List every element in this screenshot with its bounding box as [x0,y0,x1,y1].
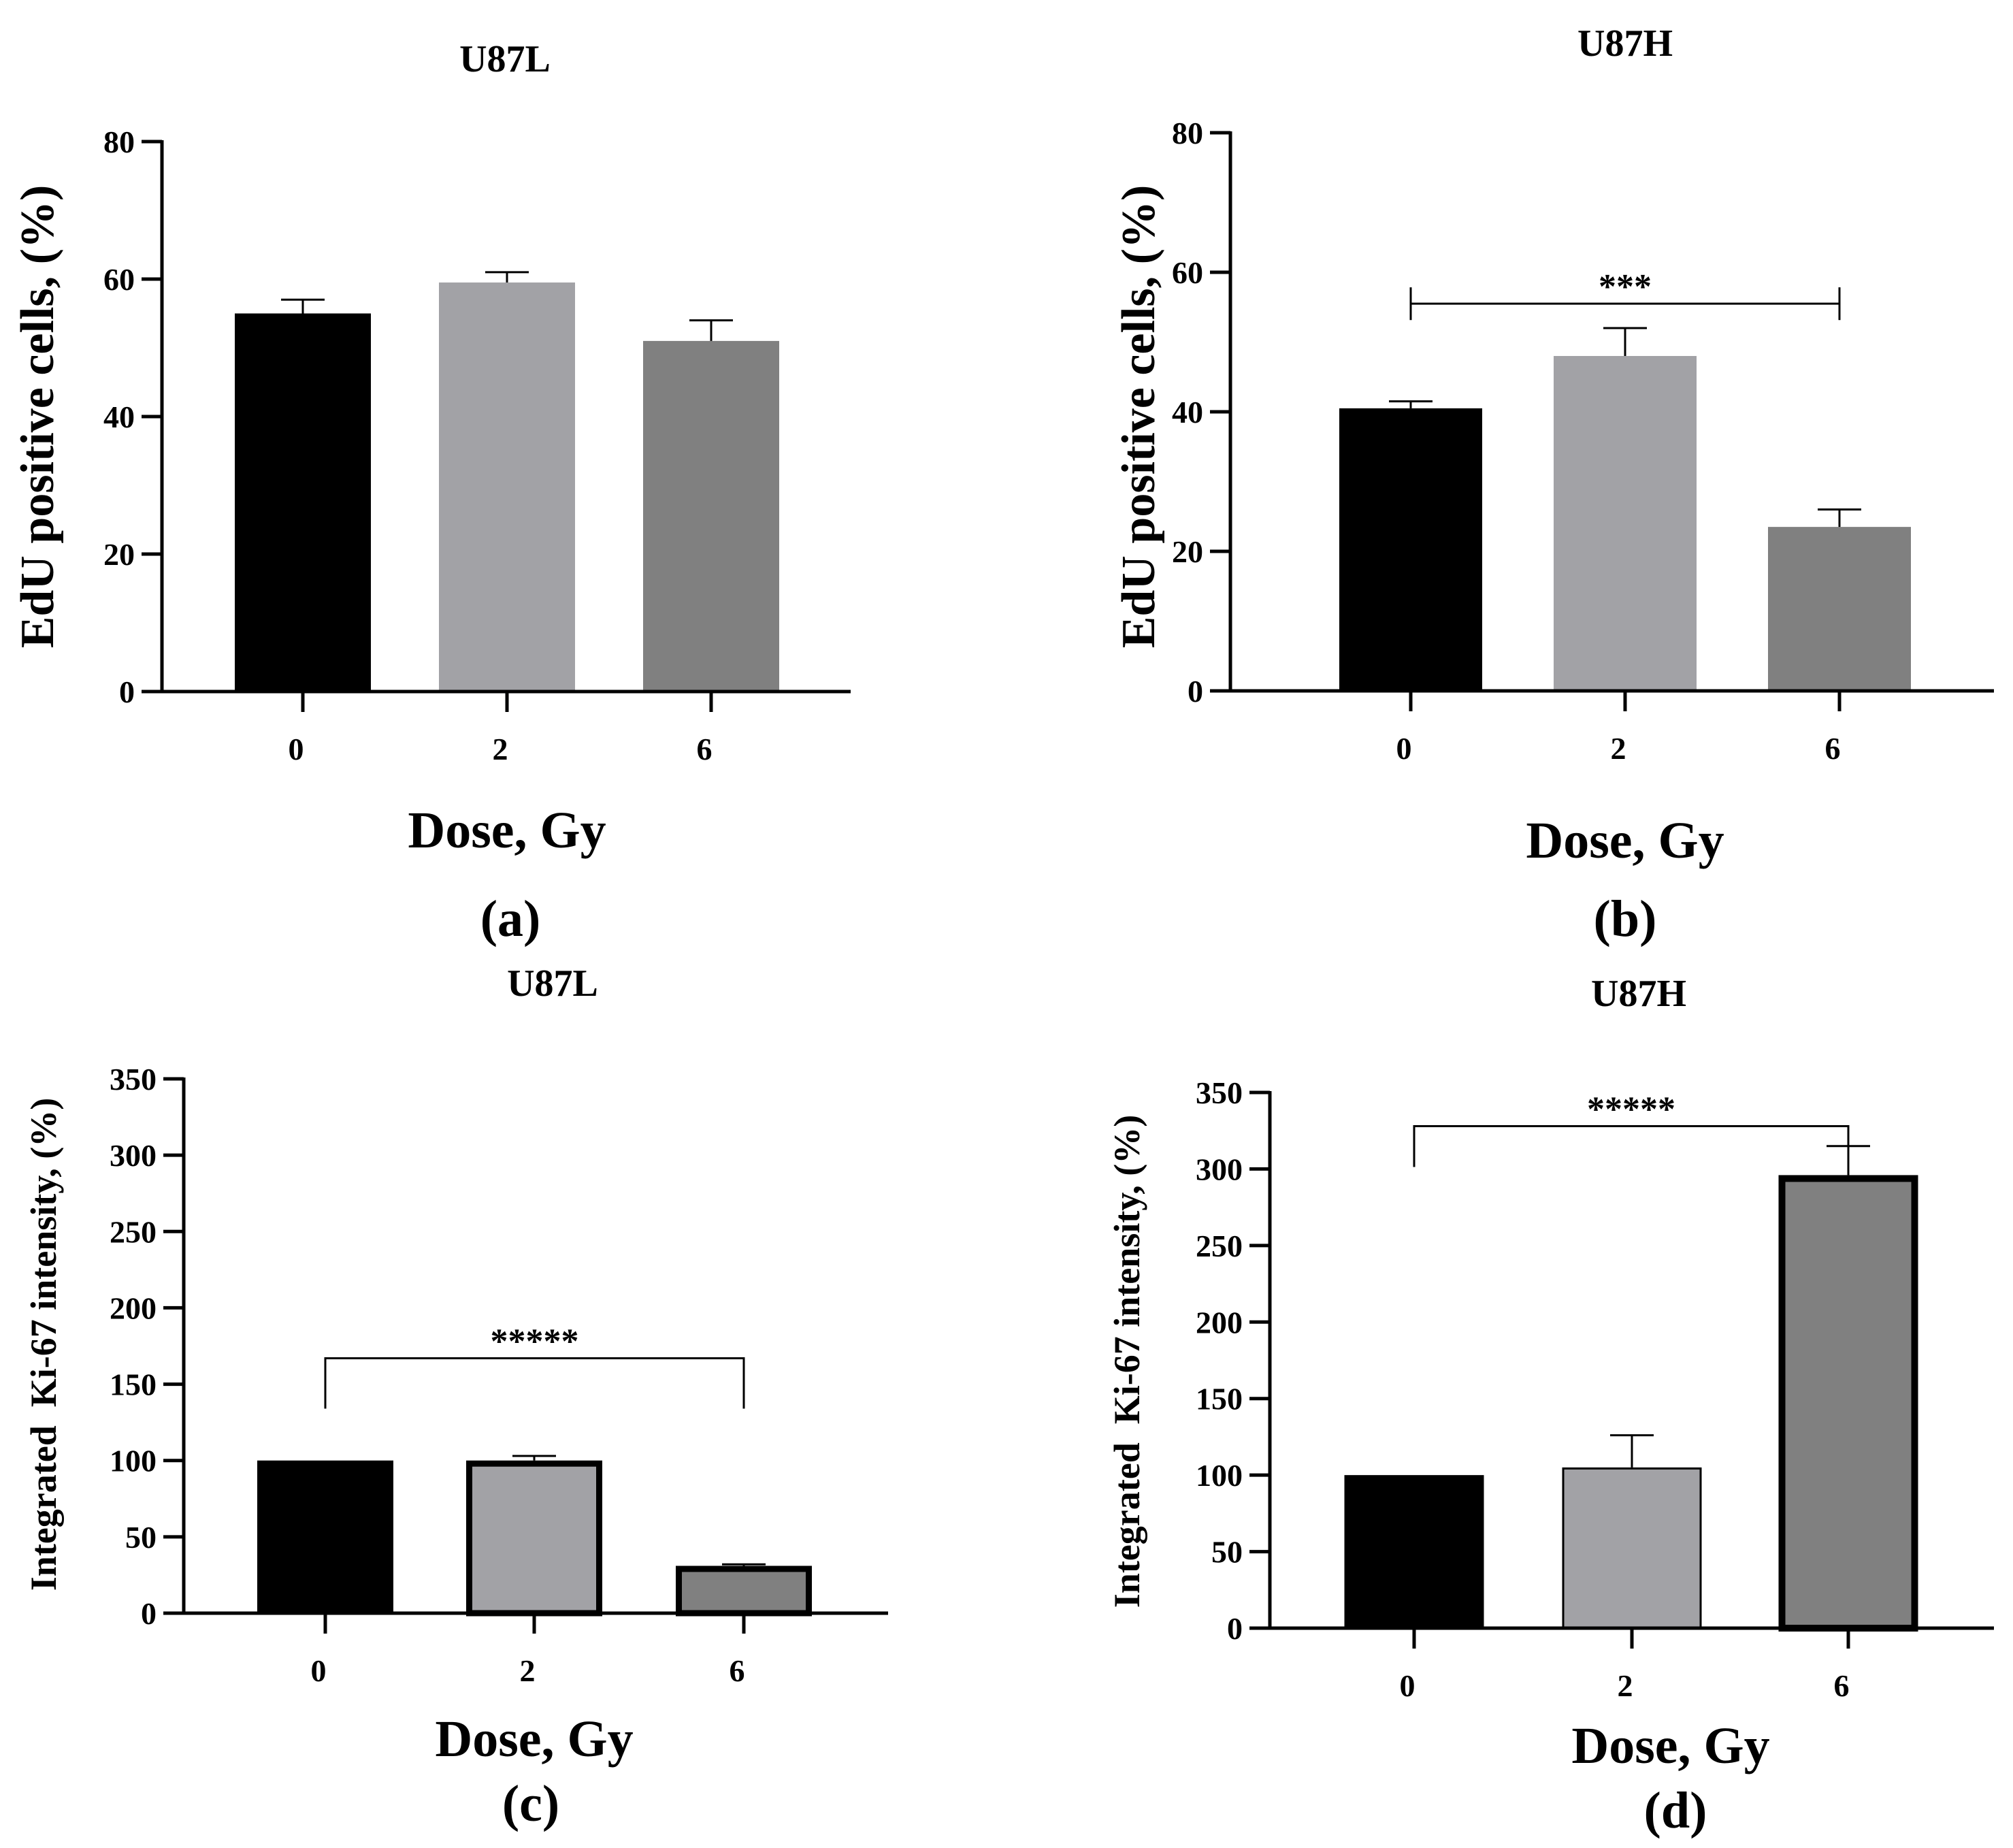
x-tick-label: 6 [697,732,713,766]
y-tick-label: 250 [110,1214,157,1249]
bar-dose-6 [1778,1175,1918,1632]
y-tick-label: 60 [103,262,135,297]
bar-dose-0 [1339,408,1482,691]
significance-bracket-ends [1409,287,1841,321]
bar-dose-6 [676,1566,812,1617]
x-tick-label: 0 [311,1653,327,1688]
x-tick-label: 0 [289,732,304,766]
chart-title: U87L [507,962,598,1005]
bar-dose-0 [235,313,371,692]
significance-label: *** [1599,268,1652,306]
y-tick-label: 50 [1211,1535,1243,1570]
significance-bracket [324,1357,745,1409]
significance-label: ***** [491,1322,579,1361]
panel-c: U87L Dose, Gy (c) Integrated Ki-67 intensit… [23,962,888,1832]
x-axis-label: Dose, Gy [1571,1717,1769,1774]
y-tick-label: 350 [110,1062,157,1097]
y-tick-label: 20 [1172,534,1203,569]
bar-dose-0 [1344,1475,1484,1628]
y-tick-label: 350 [1196,1075,1243,1110]
x-tick-label: 0 [1396,731,1412,766]
y-tick-label: 80 [1172,116,1203,150]
panel-label: (d) [1644,1782,1707,1839]
y-tick-label: 0 [141,1596,157,1631]
chart-title: U87L [459,38,551,80]
x-tick-label: 6 [730,1653,745,1688]
y-tick-label: 100 [110,1444,157,1478]
x-tick-label: 6 [1834,1668,1850,1703]
x-axis-label: Dose, Gy [1526,812,1724,869]
y-tick-label: 0 [119,675,135,709]
bar-dose-6 [643,340,779,692]
y-tick-label: 250 [1196,1229,1243,1263]
x-tick-label: 2 [1618,1668,1633,1703]
y-axis-label: EdU positive cells, (%) [12,185,64,649]
panel-a: U87L Dose, Gy (a) EdU positive cells, (%) 0 2… [12,38,851,947]
panel-label: (c) [502,1775,559,1832]
y-axis-label: EdU positive cells, (%) [1113,185,1165,649]
x-tick-label: 6 [1825,731,1841,766]
x-tick-label: 2 [520,1653,536,1688]
significance-label: ***** [1587,1090,1675,1129]
y-tick-label: 200 [110,1291,157,1325]
y-axis-label: Integrated Ki-67 intensity, (%) [23,1098,64,1591]
y-tick-label: 300 [110,1138,157,1173]
y-tick-label: 60 [1172,255,1203,290]
bar-dose-2 [466,1460,602,1617]
significance-bracket [1413,1124,1850,1167]
chart-title: U87H [1577,22,1673,65]
y-axis-label: Integrated Ki-67 intensity, (%) [1107,1115,1147,1608]
y-tick-label: 100 [1196,1458,1243,1493]
panel-d: U87H Dose, Gy (d) Integrated Ki-67 intensit… [1107,973,1994,1839]
x-axis-label: Dose, Gy [435,1711,633,1768]
x-axis-label: Dose, Gy [408,802,606,859]
y-tick-label: 20 [103,537,135,572]
y-tick-label: 40 [1172,395,1203,429]
y-tick-label: 50 [125,1520,157,1555]
panel-b: U87H Dose, Gy (b) EdU positive cells, (%) 0 2… [1113,22,1994,947]
x-tick-label: 0 [1400,1668,1415,1703]
bar-dose-0 [257,1460,393,1613]
bar-dose-2 [1554,356,1697,691]
y-tick-label: 300 [1196,1152,1243,1186]
bar-dose-2 [439,282,575,692]
y-tick-label: 40 [103,400,135,434]
x-tick-label: 2 [493,732,508,766]
y-tick-label: 150 [110,1367,157,1402]
y-tick-label: 150 [1196,1382,1243,1416]
bar-dose-2 [1562,1467,1702,1630]
y-tick-label: 200 [1196,1305,1243,1340]
panel-label: (a) [480,890,541,947]
bar-dose-6 [1768,527,1911,691]
y-tick-label: 0 [1188,674,1203,709]
panel-label: (b) [1594,890,1657,947]
chart-title: U87H [1591,973,1686,1015]
x-tick-label: 2 [1611,731,1626,766]
y-tick-label: 80 [103,125,135,159]
y-tick-label: 0 [1227,1611,1243,1646]
